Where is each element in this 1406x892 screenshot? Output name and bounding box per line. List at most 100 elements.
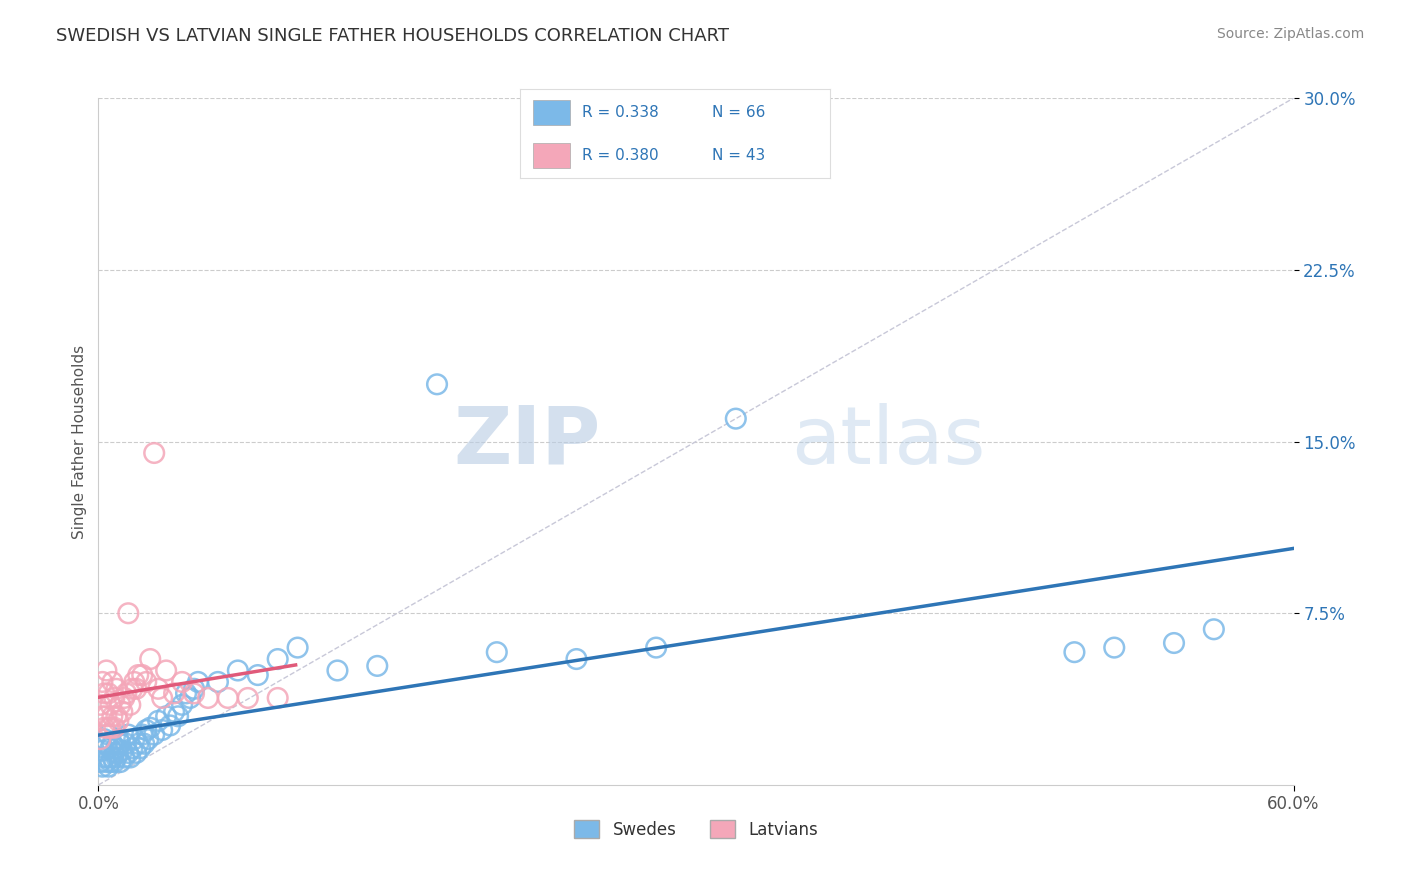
Point	[91, 675, 114, 690]
Point	[150, 690, 173, 705]
Point	[143, 728, 166, 742]
Point	[366, 659, 388, 673]
Point	[125, 681, 148, 696]
Point	[96, 664, 118, 678]
Point	[163, 705, 186, 719]
Point	[97, 721, 120, 735]
Point	[131, 728, 153, 742]
Point	[111, 744, 134, 758]
Point	[1104, 640, 1126, 655]
Point	[105, 709, 128, 723]
Text: SWEDISH VS LATVIAN SINGLE FATHER HOUSEHOLDS CORRELATION CHART: SWEDISH VS LATVIAN SINGLE FATHER HOUSEHO…	[56, 27, 730, 45]
Point	[98, 755, 122, 769]
Point	[139, 652, 162, 666]
Point	[120, 750, 142, 764]
Point	[226, 664, 249, 678]
Point	[167, 709, 190, 723]
Point	[183, 686, 205, 700]
Point	[1163, 636, 1185, 650]
Point	[107, 746, 129, 760]
Point	[105, 741, 128, 756]
Point	[101, 709, 124, 723]
Point	[150, 723, 173, 737]
Point	[134, 737, 156, 751]
Text: R = 0.380: R = 0.380	[582, 148, 658, 162]
Point	[96, 755, 118, 769]
Point	[287, 640, 309, 655]
Point	[121, 741, 143, 756]
Point	[485, 645, 508, 659]
Text: ZIP: ZIP	[453, 402, 600, 481]
Point	[207, 675, 229, 690]
Point	[172, 698, 194, 712]
Point	[163, 686, 186, 700]
Point	[724, 411, 747, 425]
Point	[105, 681, 128, 696]
Point	[131, 668, 153, 682]
Point	[89, 755, 111, 769]
Point	[97, 750, 120, 764]
Point	[112, 690, 135, 705]
Point	[174, 686, 197, 700]
Point	[148, 681, 170, 696]
Point	[111, 705, 134, 719]
Text: atlas: atlas	[792, 402, 986, 481]
Point	[110, 737, 132, 751]
Point	[110, 755, 132, 769]
FancyBboxPatch shape	[533, 100, 569, 125]
Point	[98, 741, 122, 756]
Point	[565, 652, 588, 666]
Point	[101, 737, 124, 751]
Point	[127, 737, 149, 751]
Point	[93, 721, 115, 735]
Point	[93, 686, 115, 700]
Point	[98, 698, 122, 712]
Point	[93, 750, 115, 764]
Point	[107, 732, 129, 747]
Point	[148, 714, 170, 728]
Point	[326, 664, 349, 678]
Text: N = 43: N = 43	[711, 148, 765, 162]
Point	[89, 698, 111, 712]
Point	[115, 737, 138, 751]
Point	[125, 746, 148, 760]
Point	[120, 698, 142, 712]
Point	[179, 690, 201, 705]
Point	[124, 675, 146, 690]
Point	[103, 755, 125, 769]
Point	[135, 675, 157, 690]
Point	[267, 690, 290, 705]
Point	[97, 728, 120, 742]
FancyBboxPatch shape	[533, 143, 569, 168]
Point	[246, 668, 269, 682]
Point	[115, 686, 138, 700]
Point	[91, 759, 114, 773]
Point	[117, 728, 139, 742]
Point	[136, 732, 159, 747]
Point	[93, 732, 115, 747]
Point	[117, 607, 139, 621]
Point	[103, 721, 125, 735]
Point	[159, 718, 181, 732]
Point	[645, 640, 668, 655]
Point	[91, 709, 114, 723]
Point	[97, 759, 120, 773]
Point	[143, 446, 166, 460]
Point	[183, 681, 205, 696]
Point	[103, 746, 125, 760]
Point	[96, 709, 118, 723]
Point	[426, 377, 449, 392]
Point	[187, 675, 209, 690]
Point	[96, 737, 118, 751]
Point	[139, 721, 162, 735]
Point	[121, 681, 143, 696]
Point	[112, 750, 135, 764]
Y-axis label: Single Father Households: Single Father Households	[72, 344, 87, 539]
Point	[124, 732, 146, 747]
Point	[105, 750, 128, 764]
Point	[101, 750, 124, 764]
Point	[98, 721, 122, 735]
Point	[129, 741, 152, 756]
Point	[110, 698, 132, 712]
Point	[217, 690, 239, 705]
